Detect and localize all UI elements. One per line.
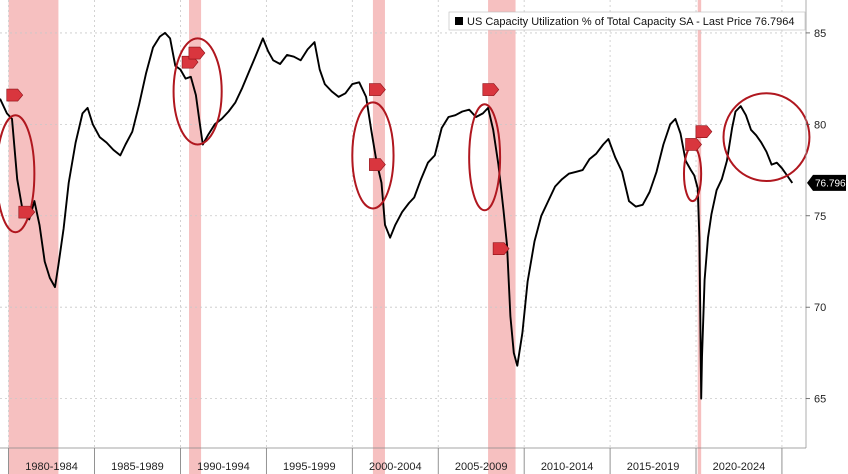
period-dividers: [8, 448, 783, 474]
highlight-ellipse: [172, 37, 223, 146]
x-axis: 1980-1984 1985-1989 1990-1994 1995-1999 2000…: [0, 447, 806, 473]
legend: US Capacity Utilization % of Total Capac…: [448, 11, 806, 31]
event-marker: [482, 83, 500, 96]
x-tick-label: 2010-2014: [541, 461, 594, 473]
series-line-layer: [0, 31, 794, 400]
x-tick-label: 1990-1994: [197, 461, 250, 473]
event-marker: [685, 138, 702, 151]
y-tick-label: 85: [814, 28, 826, 40]
y-tick-label: 75: [814, 211, 826, 223]
event-marker: [6, 88, 24, 102]
event-marker: [18, 205, 36, 219]
y-axis: 65 70 75 80 85: [805, 0, 826, 448]
recession-band: [8, 0, 59, 474]
annotation-layer: [0, 37, 811, 255]
event-marker: [695, 125, 713, 138]
x-tick-label: 2005-2009: [455, 461, 508, 473]
x-tick-label: 2000-2004: [369, 461, 422, 473]
x-tick-label: 2020-2024: [713, 461, 766, 473]
highlight-ellipse: [351, 101, 395, 210]
x-tick-label: 1980-1984: [25, 461, 78, 473]
y-tick-label: 70: [814, 302, 826, 314]
legend-swatch-icon: [455, 17, 463, 25]
event-marker: [492, 242, 510, 255]
recession-bands: [8, 0, 702, 474]
x-tick-label: 1995-1999: [283, 461, 336, 473]
event-marker: [188, 46, 206, 60]
event-marker: [369, 83, 386, 96]
legend-label: US Capacity Utilization % of Total Capac…: [467, 16, 795, 28]
highlight-ellipse: [468, 103, 502, 212]
last-price-label: 76.7964: [815, 178, 848, 189]
last-price-tag-shape: [807, 174, 846, 191]
recession-band: [488, 0, 516, 474]
highlight-ellipse: [722, 92, 811, 183]
y-tick-label: 65: [814, 394, 826, 406]
series-line: [0, 31, 794, 400]
event-marker: [369, 158, 386, 171]
x-tick-label: 2015-2019: [627, 461, 680, 473]
legend-box: [448, 11, 806, 31]
grid-lines: [0, 0, 806, 448]
recession-band: [189, 0, 202, 474]
recession-band: [372, 0, 385, 474]
highlight-ellipse: [0, 114, 36, 234]
y-tick-label: 80: [814, 119, 826, 131]
x-tick-label: 1985-1989: [111, 461, 164, 473]
last-price-tag: 76.7964: [807, 174, 848, 191]
